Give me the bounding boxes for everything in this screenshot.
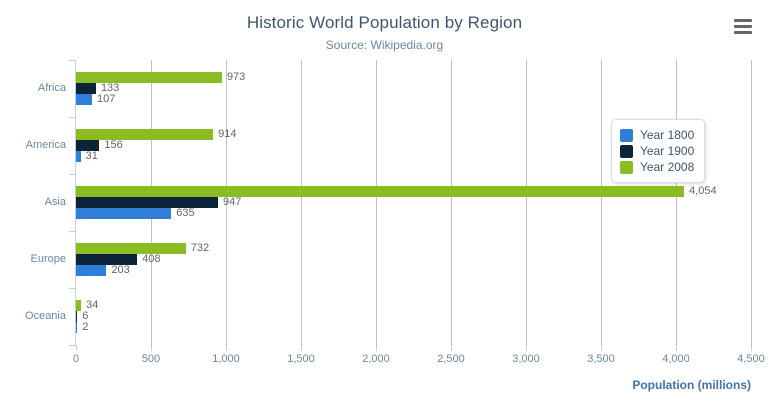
menu-bar-1	[734, 19, 752, 22]
gridline	[751, 60, 752, 345]
legend-label: Year 2008	[640, 160, 695, 174]
x-axis-tick	[376, 345, 377, 351]
data-label: 107	[97, 93, 116, 105]
category-label-asia: Asia	[44, 195, 66, 208]
legend-label: Year 1900	[640, 144, 695, 158]
x-axis-label: 2,000	[362, 353, 390, 365]
data-label: 4,054	[689, 185, 717, 197]
bar-europe-year-1800[interactable]	[76, 265, 107, 276]
y-axis-tick	[69, 60, 75, 61]
x-axis-tick	[301, 345, 302, 351]
plot-area: 973 133 107 914 156 31 4,054 947 635 732 408 203 34 6…	[76, 60, 752, 345]
x-axis-label: 0	[72, 353, 80, 365]
bar-oceania-year-1900[interactable]	[76, 311, 78, 322]
gridline	[376, 60, 377, 345]
gridline	[301, 60, 302, 345]
gridline	[451, 60, 452, 345]
data-label: 732	[190, 242, 210, 254]
gridline	[601, 60, 602, 345]
data-label: 2	[82, 321, 89, 333]
category-label-america: America	[25, 138, 66, 151]
bar-asia-year-2008[interactable]	[76, 186, 685, 197]
y-axis-tick	[69, 231, 75, 232]
x-axis-label: 3,000	[512, 353, 540, 365]
legend-swatch-icon	[620, 160, 633, 174]
menu-bar-2	[734, 25, 752, 28]
x-axis-tick	[601, 345, 602, 351]
bar-america-year-1800[interactable]	[76, 151, 81, 162]
bar-america-year-2008[interactable]	[76, 129, 214, 140]
hamburger-menu-icon[interactable]	[729, 14, 757, 38]
x-axis-label: 4,500	[737, 353, 765, 365]
bar-europe-year-2008[interactable]	[76, 243, 186, 254]
y-axis-tick	[69, 345, 75, 346]
x-axis-tick	[451, 345, 452, 351]
bar-oceania-year-1800[interactable]	[76, 322, 78, 333]
data-label: 914	[218, 128, 237, 140]
x-axis-label: 4,000	[662, 353, 690, 365]
category-label-oceania: Oceania	[25, 309, 66, 322]
x-axis-tick	[676, 345, 677, 351]
legend-label: Year 1800	[640, 128, 695, 142]
x-axis-label: 2,500	[437, 353, 465, 365]
chart-subtitle: Source: Wikipedia.org	[325, 38, 444, 52]
chart-legend[interactable]: Year 1800 Year 1900 Year 2008	[611, 119, 706, 183]
legend-item-year-2008[interactable]: Year 2008	[620, 159, 694, 175]
data-label: 973	[226, 71, 246, 83]
category-label-europe: Europe	[30, 252, 66, 265]
chart-title: Historic World Population by Region	[246, 13, 523, 32]
x-axis-label: 500	[141, 353, 161, 365]
gridline	[676, 60, 677, 345]
data-label: 34	[86, 299, 99, 311]
data-label: 408	[142, 253, 161, 265]
bar-oceania-year-2008[interactable]	[76, 300, 82, 311]
x-axis-tick	[526, 345, 527, 351]
x-axis-tick	[76, 345, 77, 351]
bar-europe-year-1900[interactable]	[76, 254, 138, 265]
data-label: 203	[111, 264, 130, 276]
legend-swatch-icon	[620, 144, 633, 158]
y-axis-tick	[69, 288, 75, 289]
bar-asia-year-1800[interactable]	[76, 208, 172, 219]
legend-item-year-1900[interactable]: Year 1900	[620, 143, 694, 159]
data-label: 635	[176, 207, 195, 219]
x-axis-label: 3,500	[587, 353, 615, 365]
gridline	[226, 60, 227, 345]
menu-bar-3	[734, 31, 752, 34]
data-label: 31	[85, 150, 98, 162]
y-axis-line	[75, 60, 76, 346]
legend-item-year-1800[interactable]: Year 1800	[620, 127, 694, 143]
x-axis-tick	[151, 345, 152, 351]
category-label-africa: Africa	[37, 81, 66, 94]
gridline	[526, 60, 527, 345]
bar-africa-year-1800[interactable]	[76, 94, 93, 105]
data-label: 6	[82, 310, 89, 322]
bar-africa-year-2008[interactable]	[76, 72, 222, 83]
y-axis-tick	[69, 117, 75, 118]
y-axis-tick	[69, 174, 75, 175]
bar-africa-year-1900[interactable]	[76, 83, 96, 94]
x-axis-tick	[226, 345, 227, 351]
bar-asia-year-1900[interactable]	[76, 197, 219, 208]
data-label: 133	[100, 82, 120, 94]
bar-america-year-1900[interactable]	[76, 140, 100, 151]
data-label: 156	[104, 139, 123, 151]
legend-swatch-icon	[620, 128, 633, 142]
x-axis-title: Population (millions)	[632, 378, 751, 392]
data-label: 947	[223, 196, 242, 208]
x-axis-label: 1,000	[212, 353, 240, 365]
x-axis-label: 1,500	[287, 353, 315, 365]
x-axis-tick	[751, 345, 752, 351]
